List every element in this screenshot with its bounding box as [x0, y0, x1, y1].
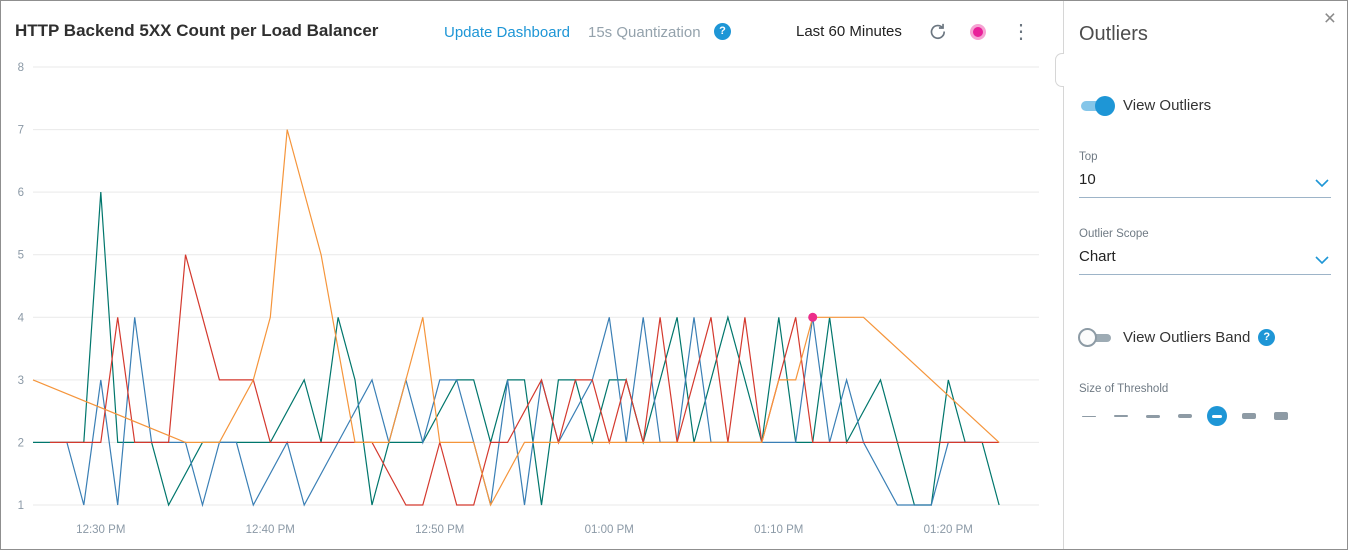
svg-text:12:40 PM: 12:40 PM	[246, 524, 295, 536]
threshold-field: Size of Threshold	[1079, 383, 1331, 427]
band-help-icon[interactable]: ?	[1258, 329, 1276, 346]
svg-text:5: 5	[18, 250, 24, 262]
svg-text:01:00 PM: 01:00 PM	[585, 524, 634, 536]
threshold-dash-icon	[1242, 413, 1256, 419]
view-outliers-band-toggle[interactable]	[1078, 327, 1113, 347]
view-outliers-label: View Outliers	[1123, 97, 1212, 114]
view-outliers-band-label: View Outliers Band	[1123, 329, 1251, 346]
svg-text:4: 4	[18, 312, 25, 324]
view-outliers-toggle[interactable]	[1079, 95, 1115, 116]
threshold-size-option[interactable]	[1207, 406, 1227, 426]
refresh-icon[interactable]	[928, 22, 947, 41]
panel-collapse-handle[interactable]	[1055, 53, 1064, 87]
threshold-size-option[interactable]	[1143, 406, 1163, 426]
svg-text:1: 1	[18, 500, 24, 512]
line-chart-canvas[interactable]: 1 2 3 4 5 6 7 8 12:30 PM 12:40 PM 12:50 PM 01:00 PM…	[3, 51, 1047, 539]
quantization-help-icon[interactable]: ?	[714, 23, 731, 40]
toggle-knob	[1095, 95, 1115, 116]
threshold-dash-icon	[1082, 415, 1096, 417]
threshold-size-options	[1079, 405, 1331, 427]
svg-text:01:10 PM: 01:10 PM	[754, 524, 803, 536]
outlier-scope-label: Outlier Scope	[1079, 228, 1149, 240]
view-outliers-row: View Outliers	[1079, 95, 1212, 116]
svg-text:3: 3	[18, 375, 24, 387]
svg-text:7: 7	[18, 125, 24, 137]
chart-header: HTTP Backend 5XX Count per Load Balancer…	[1, 1, 1063, 51]
kebab-menu-icon[interactable]: ⋮	[1011, 21, 1031, 43]
close-icon[interactable]: ×	[1323, 7, 1336, 30]
threshold-size-option[interactable]	[1239, 406, 1259, 426]
svg-text:01:20 PM: 01:20 PM	[924, 524, 973, 536]
chevron-down-icon	[1315, 256, 1329, 264]
toggle-knob	[1078, 327, 1097, 347]
top-select-value: 10	[1079, 171, 1096, 188]
threshold-size-option[interactable]	[1175, 406, 1195, 426]
svg-text:12:30 PM: 12:30 PM	[76, 524, 125, 536]
svg-text:2: 2	[18, 437, 24, 449]
threshold-dash-icon	[1178, 414, 1192, 418]
outliers-panel: × Outliers View Outliers Top 10 Outlier …	[1055, 1, 1347, 549]
svg-text:6: 6	[18, 187, 24, 199]
live-indicator-icon[interactable]	[970, 24, 986, 40]
quantization-label: 15s Quantization	[588, 24, 701, 41]
panel-title: Outliers	[1079, 23, 1148, 45]
svg-text:12:50 PM: 12:50 PM	[415, 524, 464, 536]
threshold-dash-icon	[1212, 414, 1222, 418]
outlier-scope-value: Chart	[1079, 248, 1116, 265]
chart-title: HTTP Backend 5XX Count per Load Balancer	[15, 21, 379, 40]
threshold-size-option[interactable]	[1079, 406, 1099, 426]
outlier-scope-select[interactable]: Chart	[1079, 246, 1331, 275]
threshold-size-option[interactable]	[1271, 406, 1291, 426]
top-select[interactable]: 10	[1079, 169, 1331, 198]
top-field: Top 10	[1079, 151, 1331, 198]
threshold-dash-icon	[1274, 412, 1288, 420]
svg-text:8: 8	[18, 62, 24, 74]
threshold-dash-icon	[1114, 415, 1128, 417]
time-range-selector[interactable]: Last 60 Minutes	[796, 23, 902, 40]
outlier-scope-field: Outlier Scope Chart	[1079, 228, 1331, 275]
threshold-label: Size of Threshold	[1079, 383, 1169, 395]
threshold-dash-icon	[1146, 414, 1160, 418]
toggle-track	[1092, 333, 1111, 342]
update-dashboard-link[interactable]: Update Dashboard	[444, 24, 570, 41]
chevron-down-icon	[1315, 179, 1329, 187]
top-field-label: Top	[1079, 151, 1098, 163]
chart-card: HTTP Backend 5XX Count per Load Balancer…	[1, 1, 1063, 549]
threshold-size-option[interactable]	[1111, 406, 1131, 426]
view-outliers-band-row: View Outliers Band ?	[1078, 327, 1276, 347]
